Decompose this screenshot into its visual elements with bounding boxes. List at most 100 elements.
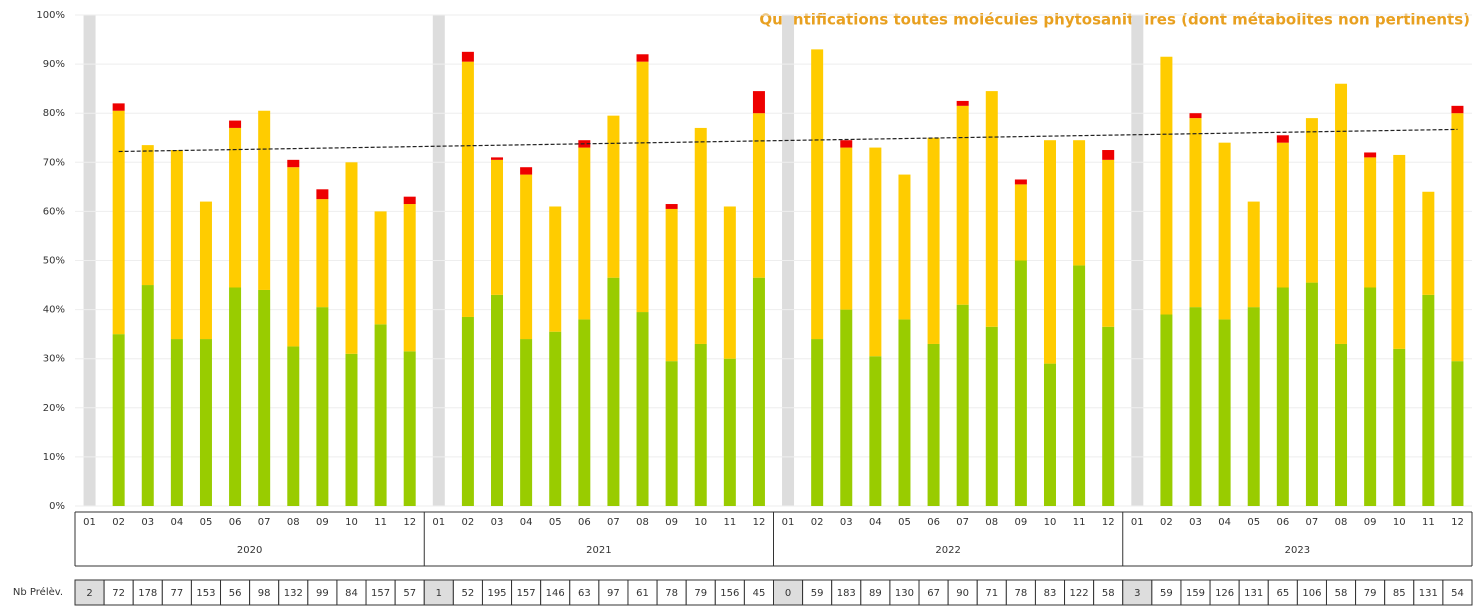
bar-segment	[316, 199, 329, 308]
y-tick-label: 80%	[43, 108, 65, 119]
sample-cell	[278, 579, 309, 606]
bar-segment	[1189, 307, 1202, 506]
sample-value: 45	[753, 588, 766, 599]
bar-segment	[1422, 191, 1435, 295]
bar-segment	[665, 361, 678, 506]
sample-cell	[1296, 579, 1327, 606]
x-tick-label: 01	[1131, 517, 1144, 528]
x-tick-label: 08	[287, 517, 300, 528]
sample-value: 67	[927, 588, 940, 599]
sample-value: 106	[1302, 588, 1321, 599]
bar-segment	[1160, 314, 1173, 506]
y-tick-label: 90%	[43, 59, 65, 70]
x-tick-label: 06	[229, 517, 242, 528]
bar-segment	[811, 339, 824, 506]
sample-cell	[714, 579, 745, 606]
x-tick-label: 02	[1160, 517, 1173, 528]
sample-cell	[976, 579, 1007, 606]
bar-segment	[1451, 361, 1464, 506]
sample-cell	[423, 579, 454, 606]
bar-segment	[1189, 118, 1202, 308]
bar-segment	[840, 140, 853, 148]
bar-segment	[141, 285, 154, 506]
bar-segment	[927, 343, 940, 506]
bar-segment	[112, 110, 125, 335]
bar-segment	[578, 147, 591, 320]
x-tick-label: 07	[956, 517, 969, 528]
x-tick-label: 01	[83, 517, 96, 528]
y-tick-label: 20%	[43, 403, 65, 414]
samples-label: Nb Prélèv.	[13, 586, 63, 598]
x-tick-label: 01	[432, 517, 445, 528]
sample-cell	[598, 579, 629, 606]
bar-segment	[316, 307, 329, 506]
bar-segment	[287, 159, 300, 168]
sample-value: 79	[694, 588, 707, 599]
bar-segment	[258, 289, 271, 506]
x-tick-label: 12	[1451, 517, 1464, 528]
sample-cell	[1005, 579, 1036, 606]
sample-value: 131	[1419, 588, 1438, 599]
x-tick-label: 11	[374, 517, 387, 528]
bar-segment	[956, 105, 969, 305]
bar-segment	[461, 61, 474, 317]
x-tick-label: 02	[112, 517, 125, 528]
bar-segment	[345, 353, 358, 506]
x-tick-label: 02	[462, 517, 475, 528]
x-tick-label: 07	[607, 517, 620, 528]
bar-segment	[694, 127, 707, 344]
sample-value: 65	[1276, 588, 1289, 599]
bar-segment	[1393, 154, 1406, 349]
x-tick-label: 05	[200, 517, 213, 528]
bar-segment	[1393, 348, 1406, 506]
bar-segment	[1218, 319, 1231, 506]
x-tick-label: 08	[985, 517, 998, 528]
bar-segment	[287, 167, 300, 347]
sample-value: 153	[196, 588, 215, 599]
bar-segment	[461, 316, 474, 506]
sample-value: 59	[1160, 588, 1173, 599]
sample-cell	[511, 579, 542, 606]
bar-segment	[1247, 307, 1260, 506]
bar-segment	[141, 145, 154, 286]
bar-segment	[985, 91, 998, 327]
bar-segment	[1102, 326, 1115, 506]
x-tick-label: 06	[927, 517, 940, 528]
bar-segment	[694, 343, 707, 506]
bar-segment	[345, 162, 358, 354]
sample-value: 71	[985, 588, 998, 599]
bar-segment	[491, 159, 504, 295]
x-tick-label: 06	[1276, 517, 1289, 528]
sample-value: 58	[1335, 588, 1348, 599]
sample-value: 98	[258, 588, 271, 599]
y-tick-label: 10%	[43, 452, 65, 463]
bar-segment	[316, 189, 329, 200]
x-tick-label: 04	[520, 517, 533, 528]
sample-value: 78	[1015, 588, 1028, 599]
bar-segment	[1102, 150, 1115, 160]
sample-value: 0	[785, 588, 791, 599]
sample-value: 99	[316, 588, 329, 599]
sample-value: 52	[462, 588, 475, 599]
x-tick-label: 04	[170, 517, 183, 528]
x-tick-label: 09	[316, 517, 329, 528]
sample-cell	[1122, 579, 1153, 606]
x-tick-label: 05	[549, 517, 562, 528]
sample-value: 183	[837, 588, 856, 599]
bar-segment	[229, 120, 242, 128]
sample-cell	[1180, 579, 1211, 606]
sample-cell	[1093, 579, 1124, 606]
bar-segment	[665, 204, 678, 209]
sample-cell	[1355, 579, 1386, 606]
bar-segment	[258, 110, 271, 290]
sample-value: 90	[956, 588, 969, 599]
x-tick-label: 09	[1364, 517, 1377, 528]
bar-segment	[549, 331, 562, 506]
bar-segment	[927, 137, 940, 344]
bar-segment	[1305, 282, 1318, 506]
x-tick-label: 11	[723, 517, 736, 528]
bar-segment	[956, 100, 969, 106]
sample-value: 97	[607, 588, 620, 599]
y-tick-label: 0%	[49, 501, 65, 512]
x-tick-label: 08	[1335, 517, 1348, 528]
